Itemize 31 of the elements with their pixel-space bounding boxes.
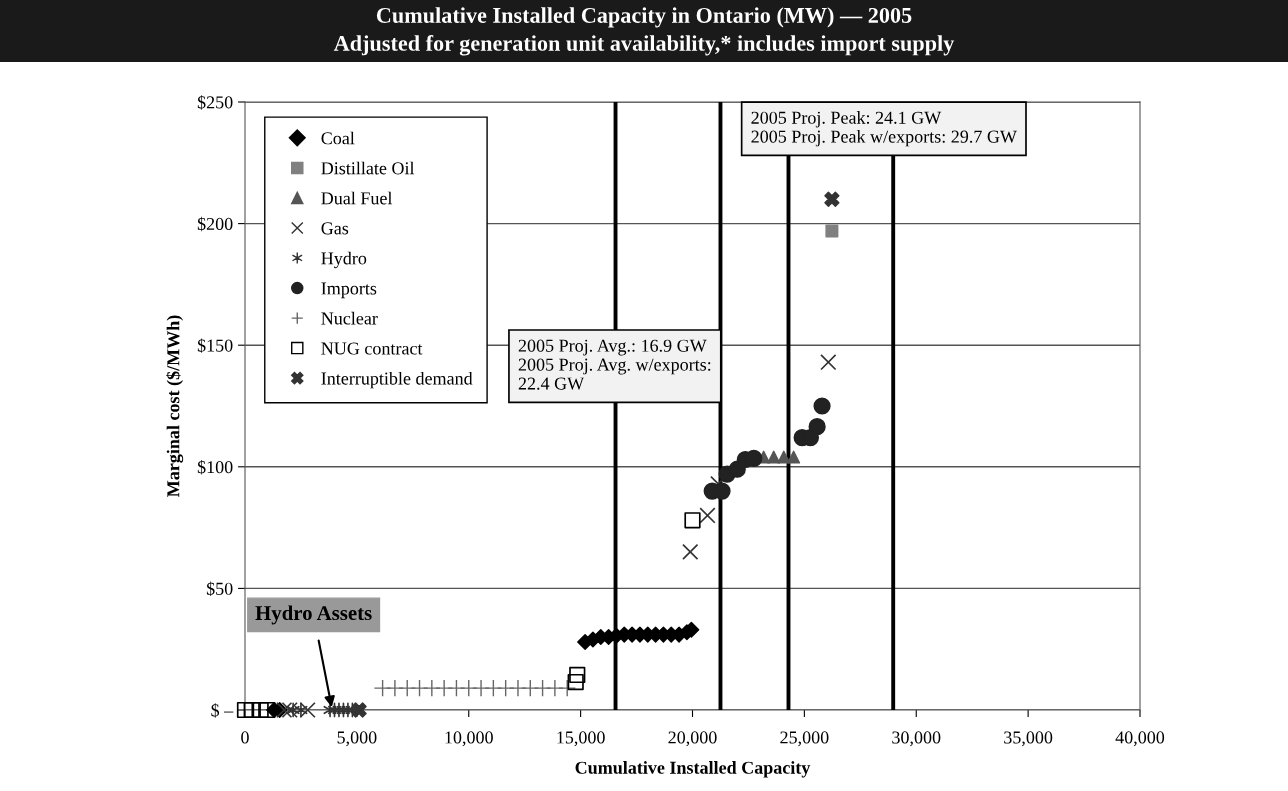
annotation: Hydro Assets bbox=[255, 605, 372, 625]
legend-label: Hydro bbox=[321, 251, 367, 269]
legend-label: Distillate Oil bbox=[321, 161, 415, 175]
legend-label: Nuclear bbox=[321, 311, 378, 325]
y-tick-label: $50 bbox=[206, 581, 233, 597]
legend-label: NUG contract bbox=[321, 342, 423, 355]
legend-label: Coal bbox=[321, 131, 355, 145]
y-tick-label: $200 bbox=[197, 216, 233, 232]
y-tick-label: $250 bbox=[197, 95, 233, 110]
x-tick-label: 25,000 bbox=[780, 731, 829, 747]
y-tick-label: $150 bbox=[197, 338, 233, 353]
chart-subtitle: Adjusted for generation unit availability,* includes import supply bbox=[333, 34, 955, 56]
chart-title: Cumulative Installed Capacity in Ontario (MW) — 2005 bbox=[376, 7, 912, 28]
x-tick-label: 0 bbox=[241, 731, 249, 744]
legend-label: Gas bbox=[321, 222, 349, 235]
x-tick-label: 20,000 bbox=[668, 731, 717, 747]
y-tick-label: $100 bbox=[197, 459, 233, 475]
annotation: 2005 Proj. Peak: 24.1 GW 2005 Proj. Peak w/exports: 29.7 GW bbox=[751, 111, 1017, 147]
legend-label: Interruptible demand bbox=[321, 371, 473, 389]
annotation: 2005 Proj. Avg.: 16.9 GW 2005 Proj. Avg. w/exports: 22.4 GW bbox=[518, 339, 711, 390]
legend-label: Imports bbox=[321, 282, 377, 299]
x-axis-title: Cumulative Installed Capacity bbox=[575, 761, 811, 778]
x-tick-label: 35,000 bbox=[1004, 731, 1053, 747]
x-tick-label: 40,000 bbox=[1115, 731, 1165, 747]
x-tick-label: 15,000 bbox=[557, 731, 605, 747]
x-tick-label: 30,000 bbox=[892, 731, 941, 747]
x-tick-label: 10,000 bbox=[445, 731, 493, 747]
legend-label: Dual Fuel bbox=[321, 191, 393, 205]
y-axis-title: Marginal cost ($/MWh) bbox=[166, 315, 184, 497]
y-tick-label: $ – bbox=[211, 703, 234, 718]
x-tick-label: 5,000 bbox=[337, 731, 377, 747]
